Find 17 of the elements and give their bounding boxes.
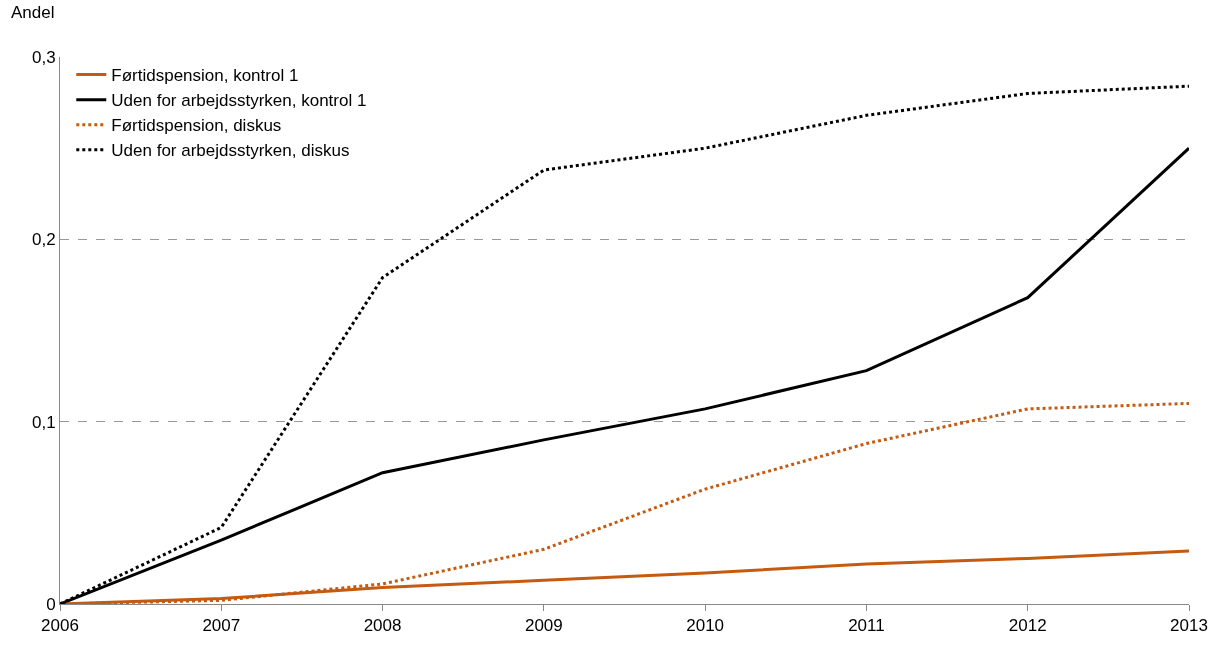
y-tick-label: 0,1 <box>31 412 56 432</box>
y-tick-label: 0,3 <box>31 47 56 67</box>
x-tick-label: 2011 <box>848 616 885 636</box>
y-tick-label: 0 <box>46 594 56 614</box>
x-tick-label: 2009 <box>524 616 563 636</box>
x-tick-label: 2010 <box>686 616 725 636</box>
legend-label: Førtidspension, diskus <box>111 116 282 136</box>
y-tick-label: 0,2 <box>31 230 56 250</box>
x-tick-label: 2012 <box>1008 616 1047 636</box>
x-tick-label: 2007 <box>202 616 241 636</box>
x-tick-label: 2008 <box>363 616 402 636</box>
legend-label: Uden for arbejdsstyrken, diskus <box>111 141 350 161</box>
legend-label: Førtidspension, kontrol 1 <box>111 66 299 86</box>
x-tick-label: 2006 <box>41 616 79 636</box>
y-axis-title: Andel <box>11 3 55 22</box>
x-tick-label: 2013 <box>1170 616 1208 636</box>
legend-label: Uden for arbejdsstyrken, kontrol 1 <box>111 91 367 111</box>
